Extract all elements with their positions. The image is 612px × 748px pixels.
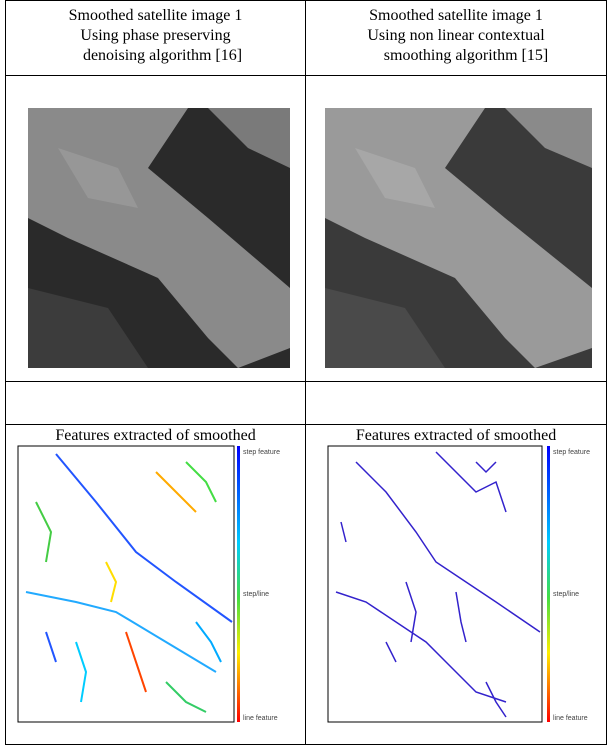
rule — [5, 744, 607, 745]
satellite-image — [28, 108, 290, 368]
legend-label: step feature — [243, 449, 280, 456]
text-line: Using phase preserving — [6, 26, 305, 46]
header-cell: Smoothed satellite image 1 Using phase p… — [6, 6, 305, 66]
text-line: Smoothed satellite image 1 — [306, 6, 606, 26]
header-cell: Smoothed satellite image 1 Using non lin… — [306, 6, 606, 66]
satellite-image — [325, 108, 592, 368]
feature-map: step feature step/line line feature — [326, 442, 604, 726]
legend-label: step/line — [553, 591, 579, 598]
rule — [606, 0, 607, 745]
rule — [5, 0, 6, 745]
text-line: Using non linear contextual — [306, 26, 606, 46]
rule — [5, 0, 607, 1]
legend-label: line feature — [553, 715, 588, 722]
rule — [5, 381, 607, 382]
legend-label: line feature — [243, 715, 278, 722]
text-line: Smoothed satellite image 1 — [6, 6, 305, 26]
feature-map: step feature step/line line feature — [16, 442, 302, 726]
rule — [5, 75, 607, 76]
rule — [305, 0, 306, 745]
legend-label: step/line — [243, 591, 269, 598]
rule — [5, 424, 607, 425]
legend-label: step feature — [553, 449, 590, 456]
text-line: smoothing algorithm [15] — [306, 46, 606, 66]
page: Smoothed satellite image 1 Using phase p… — [0, 0, 612, 748]
text-line: denoising algorithm [16] — [6, 46, 305, 66]
